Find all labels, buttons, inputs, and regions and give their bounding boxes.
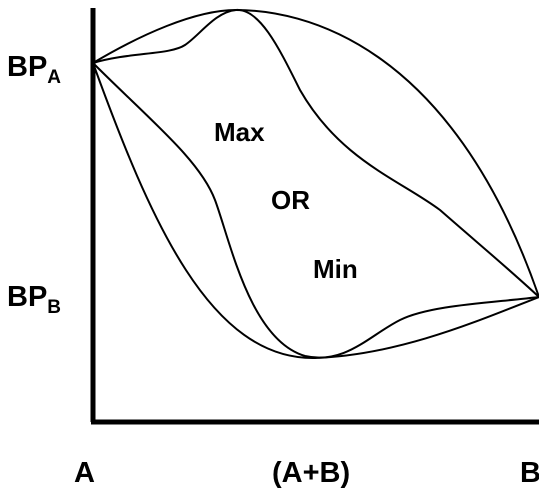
y-label-top-main: BP bbox=[7, 51, 47, 83]
region-label-min: Min bbox=[313, 254, 358, 284]
x-label-right: B bbox=[520, 457, 539, 489]
upper-curve-inner bbox=[92, 8, 539, 298]
y-label-bottom-sub: B bbox=[47, 297, 61, 318]
lower-curve-inner bbox=[92, 62, 539, 359]
region-label-or: OR bbox=[271, 185, 310, 215]
y-label-bottom-main: BP bbox=[7, 281, 47, 313]
upper-curve-outer bbox=[92, 8, 539, 298]
x-label-middle: (A+B) bbox=[272, 457, 350, 489]
x-label-left: A bbox=[74, 457, 95, 489]
y-label-top: BPA bbox=[7, 51, 61, 88]
lower-curve-outer bbox=[92, 62, 539, 360]
region-label-max: Max bbox=[214, 117, 265, 147]
y-label-bottom: BPB bbox=[7, 281, 61, 318]
y-label-top-sub: A bbox=[47, 67, 61, 88]
